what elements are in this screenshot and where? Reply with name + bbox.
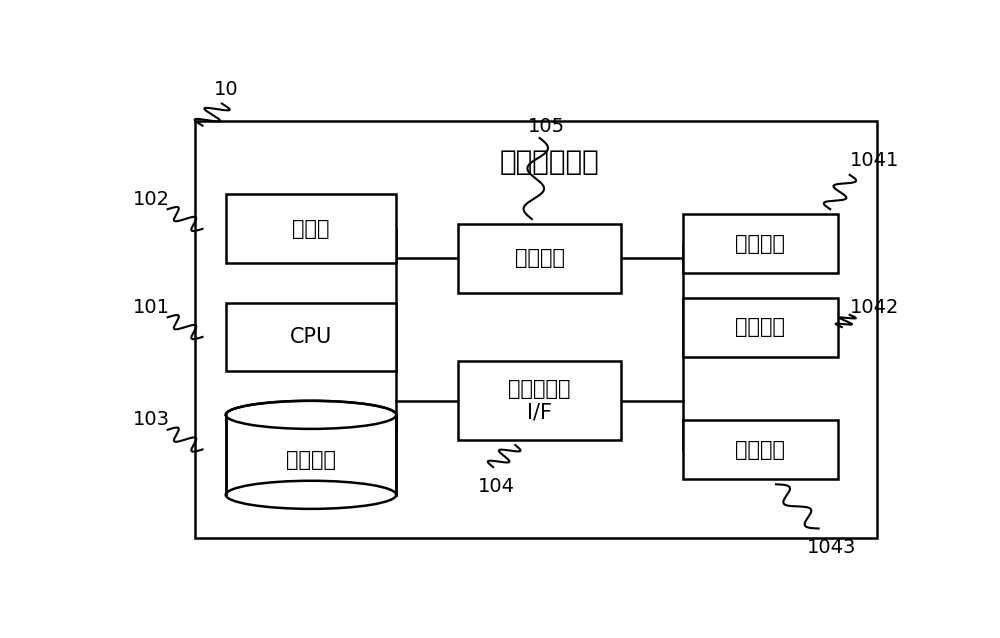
Text: 1042: 1042	[850, 298, 899, 317]
Text: 105: 105	[528, 117, 565, 135]
Text: 通信模块: 通信模块	[515, 248, 565, 269]
Bar	[458, 224, 621, 293]
Text: CPU: CPU	[290, 327, 332, 347]
Bar	[226, 415, 396, 495]
Ellipse shape	[226, 401, 396, 429]
Text: 101: 101	[133, 298, 170, 317]
Bar	[195, 121, 877, 538]
Text: 102: 102	[133, 190, 170, 209]
Text: 输入装置: 输入装置	[736, 317, 786, 337]
Bar	[226, 302, 396, 371]
Bar	[226, 415, 396, 495]
Text: 存储装置: 存储装置	[286, 450, 336, 470]
Ellipse shape	[226, 401, 396, 429]
Text: 104: 104	[478, 477, 515, 496]
Text: 显示装置: 显示装置	[736, 234, 786, 253]
Text: 信息处理装置: 信息处理装置	[500, 148, 599, 176]
Text: 103: 103	[133, 410, 170, 429]
Bar	[683, 297, 838, 357]
Ellipse shape	[226, 481, 396, 509]
Text: 1041: 1041	[850, 151, 899, 170]
Text: 10: 10	[214, 80, 239, 99]
Text: 输入和输出
I/F: 输入和输出 I/F	[508, 379, 571, 422]
Bar	[683, 214, 838, 273]
Bar	[226, 195, 396, 263]
Text: 成像装置: 成像装置	[736, 440, 786, 460]
Bar	[458, 362, 621, 440]
Bar	[683, 420, 838, 479]
Text: 存储器: 存储器	[292, 219, 330, 239]
Text: 1043: 1043	[807, 538, 856, 558]
